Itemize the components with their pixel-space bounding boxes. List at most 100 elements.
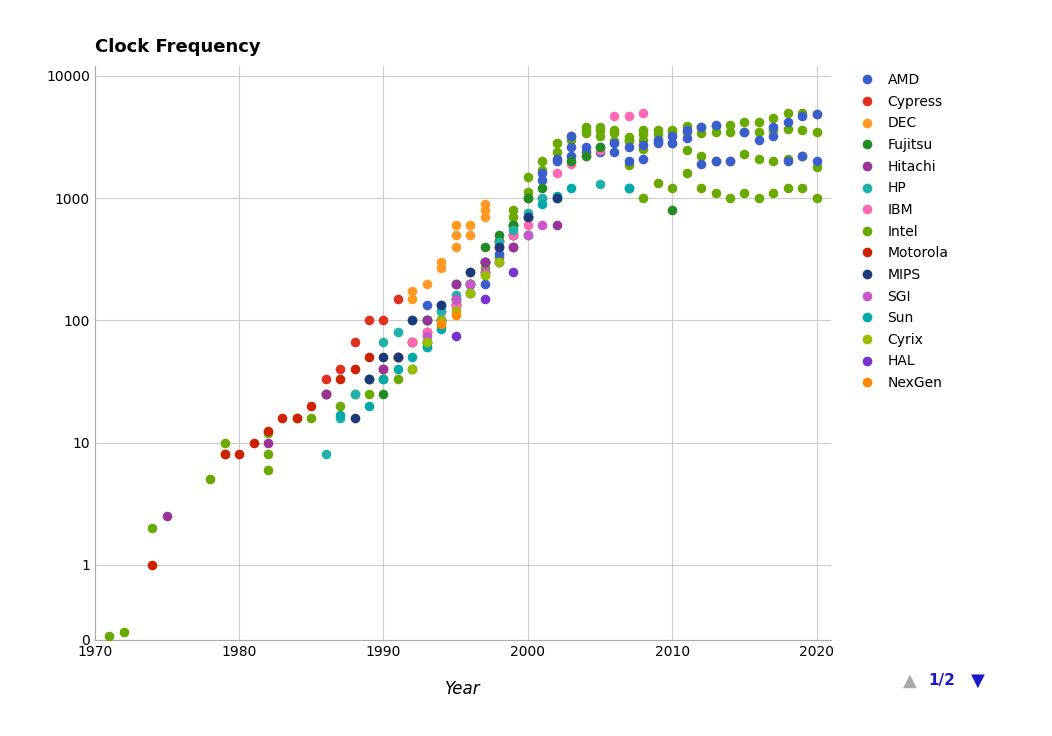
Point xyxy=(794,124,811,136)
Point xyxy=(432,314,449,326)
Point xyxy=(361,351,378,363)
Point xyxy=(649,138,666,149)
Point xyxy=(404,336,421,348)
Point xyxy=(490,241,507,252)
Point xyxy=(447,293,464,305)
Point xyxy=(505,219,522,231)
Point xyxy=(635,143,652,155)
Point xyxy=(260,464,277,475)
Point xyxy=(288,411,305,423)
Point xyxy=(679,120,695,132)
Point xyxy=(447,300,464,311)
Point xyxy=(404,336,421,348)
Point xyxy=(635,140,652,152)
Point xyxy=(490,229,507,241)
Point xyxy=(578,124,594,136)
Point xyxy=(361,373,378,385)
Point xyxy=(533,192,550,204)
Point xyxy=(692,150,709,162)
Point xyxy=(376,314,392,326)
Point xyxy=(361,373,378,385)
Point xyxy=(490,251,507,263)
Point xyxy=(389,351,406,363)
Point xyxy=(591,141,608,153)
Point xyxy=(490,256,507,268)
Point xyxy=(591,141,608,153)
Point xyxy=(505,241,522,252)
Point xyxy=(664,127,681,138)
Point xyxy=(318,388,335,400)
Point xyxy=(432,256,449,268)
Point xyxy=(462,277,479,289)
Point xyxy=(419,300,436,311)
Point xyxy=(533,164,550,176)
Point xyxy=(447,300,464,311)
Point xyxy=(447,300,464,311)
Point xyxy=(808,108,825,120)
Point xyxy=(477,266,493,277)
Point xyxy=(533,155,550,167)
Point xyxy=(722,126,739,138)
Point xyxy=(649,134,666,146)
Point xyxy=(447,330,464,342)
Point xyxy=(288,411,305,423)
Point xyxy=(389,293,406,305)
Point xyxy=(346,336,363,348)
Point xyxy=(462,277,479,289)
Point xyxy=(520,171,537,183)
Point xyxy=(578,150,594,162)
Point xyxy=(462,288,479,300)
Point xyxy=(432,314,449,326)
Point xyxy=(750,116,767,128)
Point xyxy=(217,448,234,460)
Point xyxy=(477,256,493,268)
Point xyxy=(520,185,537,197)
Point xyxy=(664,138,681,149)
Point xyxy=(794,150,811,162)
Point xyxy=(664,130,681,142)
Point xyxy=(548,155,565,167)
Point xyxy=(331,411,348,423)
Point xyxy=(447,289,464,301)
Point xyxy=(765,121,782,133)
Point xyxy=(621,110,638,122)
Point xyxy=(794,183,811,194)
Point xyxy=(432,314,449,326)
Point xyxy=(490,241,507,252)
Point xyxy=(679,144,695,155)
Point xyxy=(346,388,363,400)
Point xyxy=(808,108,825,120)
Point xyxy=(664,138,681,149)
Point xyxy=(664,204,681,216)
Point xyxy=(780,153,796,165)
Point xyxy=(692,121,709,133)
Point xyxy=(707,187,724,199)
Point xyxy=(520,229,537,241)
Point xyxy=(389,326,406,338)
Point xyxy=(780,123,796,135)
Point xyxy=(505,229,522,241)
Point xyxy=(563,158,580,170)
Point xyxy=(505,204,522,216)
Point xyxy=(548,219,565,231)
Point xyxy=(679,124,695,136)
Point xyxy=(794,150,811,162)
Point xyxy=(591,178,608,190)
Point xyxy=(404,314,421,326)
Point xyxy=(419,342,436,353)
Point xyxy=(419,342,436,353)
Point xyxy=(505,219,522,231)
Point xyxy=(477,269,493,281)
Point xyxy=(750,192,767,204)
Text: ▲: ▲ xyxy=(903,672,917,690)
Point xyxy=(432,320,449,332)
Point xyxy=(520,192,537,204)
Point xyxy=(548,190,565,202)
Point xyxy=(389,351,406,363)
Point xyxy=(490,235,507,247)
Point xyxy=(376,388,392,400)
Point xyxy=(548,153,565,165)
Point xyxy=(115,626,132,638)
Point xyxy=(361,314,378,326)
Point xyxy=(621,183,638,194)
